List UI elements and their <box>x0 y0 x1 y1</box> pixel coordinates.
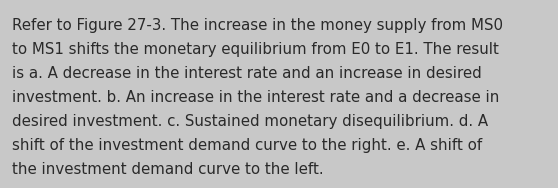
Text: the investment demand curve to the left.: the investment demand curve to the left. <box>12 162 324 177</box>
Text: shift of the investment demand curve to the right. e. A shift of: shift of the investment demand curve to … <box>12 138 482 153</box>
Text: is a. A decrease in the interest rate and an increase in desired: is a. A decrease in the interest rate an… <box>12 66 482 81</box>
Text: to MS1 shifts the monetary equilibrium from E0 to E1. The result: to MS1 shifts the monetary equilibrium f… <box>12 42 499 57</box>
Text: investment. b. An increase in the interest rate and a decrease in: investment. b. An increase in the intere… <box>12 90 499 105</box>
Text: Refer to Figure 27-3. The increase in the money supply from MS0: Refer to Figure 27-3. The increase in th… <box>12 18 503 33</box>
Text: desired investment. c. Sustained monetary disequilibrium. d. A: desired investment. c. Sustained monetar… <box>12 114 488 129</box>
